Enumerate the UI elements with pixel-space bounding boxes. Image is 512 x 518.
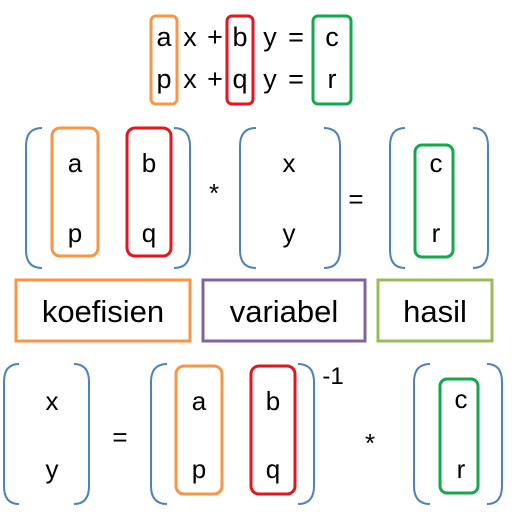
solution-result-right-bracket [486, 363, 503, 505]
eq1-var-x: x [183, 22, 197, 52]
coef-matrix-right-bracket [173, 127, 191, 269]
eq1-coef-b: b [232, 22, 247, 52]
eq2-coef-q: q [232, 64, 247, 94]
coef-matrix-left-bracket [25, 127, 43, 269]
solution-coef-left-bracket [150, 363, 168, 505]
matrix-var-y: y [283, 218, 296, 248]
eq1-coef-a: a [156, 22, 172, 52]
equation-system: a x + b y = c p x + q y = r [149, 14, 353, 106]
result-label: hasil [403, 294, 467, 329]
matrix-equals-sign: = [348, 184, 363, 214]
matrix-coef-b: b [142, 148, 156, 178]
solution-var-y: y [46, 454, 59, 484]
coef-label-box [14, 278, 192, 343]
result-vector-left-bracket [389, 127, 406, 269]
eq2-result-r: r [328, 64, 337, 94]
solution-coef-p: p [192, 454, 206, 484]
solution-result-r: r [457, 454, 466, 484]
coef-a-column-box [149, 14, 179, 106]
solution-coef-right-bracket [297, 363, 315, 505]
solution-result-column-box [438, 377, 480, 495]
matrix-result-c: c [430, 148, 443, 178]
matrix-coef-a: a [68, 148, 83, 178]
matrix-var-x: x [283, 148, 296, 178]
coef-a-column-box [50, 126, 100, 258]
matrix-coef-p: p [68, 218, 82, 248]
result-vector-right-bracket [472, 127, 489, 269]
eq2-equals: = [288, 64, 304, 94]
var-vector-left-bracket [239, 127, 257, 269]
solution-multiply-sign: * [365, 428, 375, 458]
eq1-equals: = [288, 22, 304, 52]
vars-label: variabel [230, 294, 339, 329]
solution-equation: x y = a p b q -1 * c r [3, 363, 503, 505]
eq1-result-c: c [325, 22, 339, 52]
eq2-var-x: x [183, 64, 197, 94]
var-vector-right-bracket [323, 127, 341, 269]
solution-result-left-bracket [413, 363, 431, 505]
matrix-multiply-sign: * [209, 178, 219, 208]
solution-var-right-bracket [73, 363, 90, 505]
solution-result-c: c [455, 384, 468, 414]
result-column-box [413, 143, 455, 259]
vars-label-box [201, 278, 367, 343]
eq2-coef-p: p [156, 64, 171, 94]
eq2-plus: + [207, 64, 223, 94]
solution-coef-q: q [266, 454, 280, 484]
coef-b-column-box [125, 126, 173, 258]
coef-label: koefisien [42, 294, 164, 329]
coef-b-column-box [225, 14, 255, 106]
result-label-box [376, 278, 494, 343]
eq2-var-y: y [263, 64, 277, 94]
solution-equals-sign: = [112, 422, 127, 452]
result-column-box [311, 14, 353, 106]
solution-var-left-bracket [3, 363, 20, 505]
solution-coef-a-column-box [174, 364, 224, 496]
solution-coef-a: a [192, 386, 207, 416]
eq1-var-y: y [263, 22, 277, 52]
matrix-coef-q: q [142, 218, 156, 248]
matrix-result-r: r [432, 218, 441, 248]
eq1-plus: + [207, 22, 223, 52]
solution-coef-b: b [266, 386, 280, 416]
inverse-superscript: -1 [322, 363, 343, 390]
label-row: koefisien variabel hasil [14, 278, 494, 343]
solution-var-x: x [46, 386, 59, 416]
matrix-equation: a p b q * x y = c r [25, 126, 489, 269]
solution-coef-b-column-box [249, 364, 297, 496]
